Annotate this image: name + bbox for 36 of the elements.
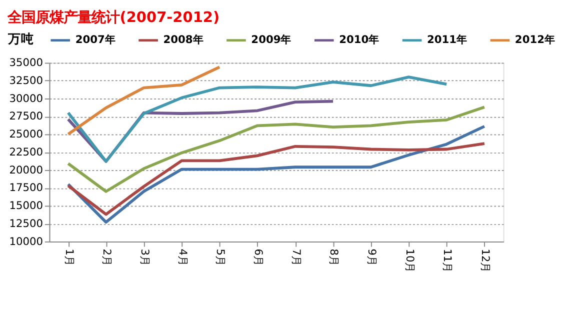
x-tick-label: 3月 (138, 248, 152, 266)
y-tick-label: 35000 (9, 56, 44, 70)
line-series (66, 142, 486, 216)
y-tick-label: 32500 (9, 74, 44, 87)
x-tick-label: 5月 (214, 248, 228, 266)
x-tick-label: 7月 (290, 248, 303, 266)
y-axis-title: 万吨 (6, 30, 34, 46)
y-tick-label: 30000 (9, 92, 44, 105)
line-series (66, 66, 221, 136)
legend-label: 2008年 (163, 33, 204, 46)
y-tick-label: 22500 (9, 145, 44, 158)
legend-label: 2011年 (427, 33, 468, 46)
x-tick-label: 1月 (62, 248, 76, 266)
x-tick-label: 12月 (479, 248, 492, 274)
legend-label: 2009年 (251, 33, 292, 46)
chart-title: 全国原煤产量统计(2007-2012) (6, 9, 220, 26)
line-series (66, 124, 486, 224)
x-tick-label: 11月 (441, 248, 454, 274)
x-tick-label: 9月 (365, 248, 378, 266)
x-tick-label: 2月 (100, 248, 114, 266)
y-tick-label: 20000 (9, 163, 44, 176)
line-series (66, 106, 486, 193)
y-tick-label: 17500 (9, 181, 44, 194)
y-tick-label: 15000 (9, 199, 44, 212)
y-tick-label: 25000 (9, 128, 44, 141)
legend-label: 2012年 (514, 33, 556, 46)
x-tick-label: 10月 (403, 248, 416, 274)
y-tick-label: 10000 (9, 234, 44, 248)
y-tick-label: 27500 (9, 110, 44, 123)
x-tick-label: 6月 (252, 248, 265, 266)
x-tick-label: 8月 (328, 248, 341, 266)
legend-label: 2007年 (75, 33, 116, 46)
y-tick-label: 12500 (9, 216, 44, 230)
line-series (66, 76, 448, 163)
legend-label: 2010年 (339, 33, 380, 46)
x-tick-label: 4月 (176, 248, 190, 266)
